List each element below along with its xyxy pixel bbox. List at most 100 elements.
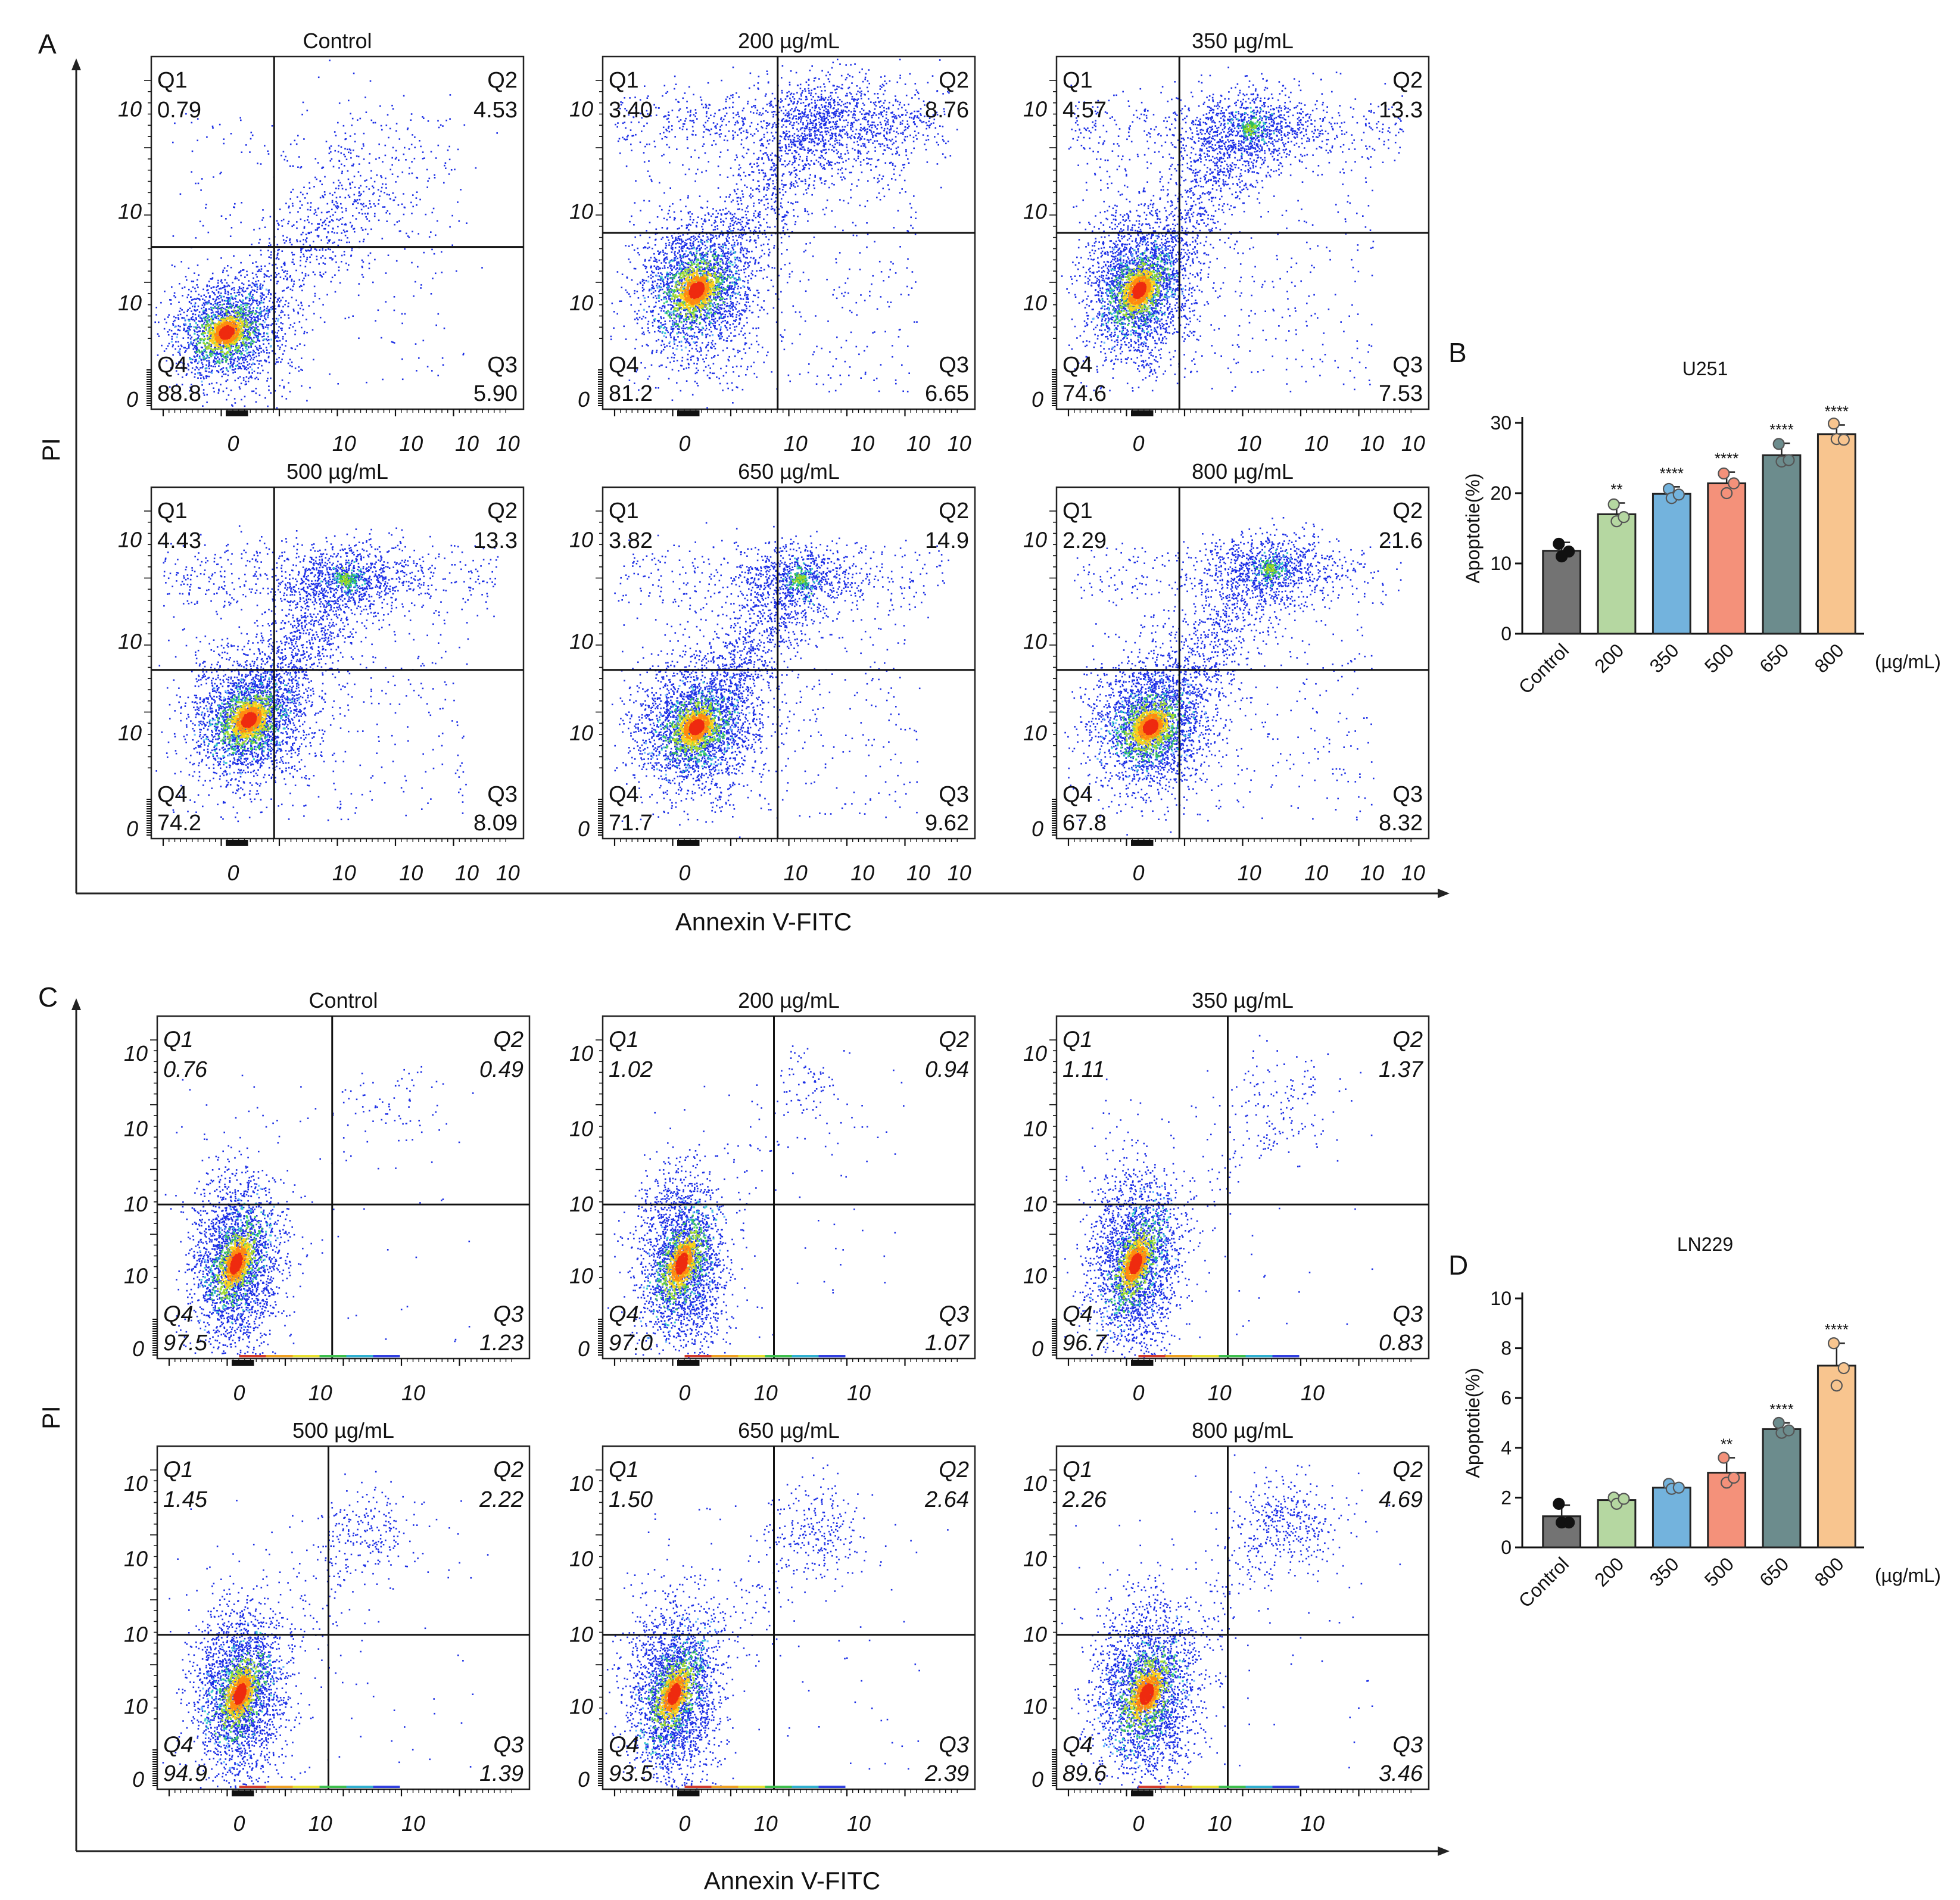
u251-plot-1-event [243,377,245,379]
u251-plot-1-event [256,347,258,349]
u251-plot-1-event [195,314,197,316]
u251-plot-1-event [244,308,245,310]
u251-plot-1-event [282,353,284,355]
u251-plot-1-event [179,310,180,312]
u251-plot-1-event [197,279,198,281]
u251-plot-1-event [259,285,261,287]
u251-plot-1-event [181,309,183,311]
u251-plot-1-event [192,359,194,360]
u251-plot-1-event [193,281,195,282]
u251-plot-1-event [211,310,213,312]
u251-plot-1-event [253,316,255,318]
u251-plot-1-event [282,297,283,298]
u251-plot-1-event [232,372,234,374]
u251-plot-1-event [223,296,225,298]
u251-plot-1-event [195,303,197,304]
u251-plot-1-event [244,276,246,278]
u251-plot-1-event [205,316,207,317]
u251-plot-1-event [282,306,284,308]
u251-plot-1-event [228,275,229,276]
u251-plot-1-event [213,391,215,393]
u251-plot-1-event [252,326,254,328]
u251-plot-1-event [263,335,265,337]
u251-plot-1-event [227,300,229,301]
u251-plot-1-event [282,344,283,346]
u251-plot-1-event [220,292,222,294]
u251-plot-1-event [250,359,251,361]
u251-plot-1-event [201,314,203,316]
u251-plot-1-event [228,363,229,365]
u251-plot-1-event [173,325,175,326]
u251-plot-1-event [223,367,225,369]
u251-plot-1-event [241,288,242,289]
u251-plot-1-event [238,359,240,361]
u251-plot-1-event [182,288,183,289]
u251-plot-1-event [205,296,207,298]
u251-plot-1-event [197,363,199,365]
u251-plot-1-event [213,387,214,389]
u251-plot-1-event [204,294,205,296]
u251-plot-1-event [221,376,223,378]
u251-plot-1-event [286,398,288,400]
u251-plot-1-event [216,296,218,298]
u251-plot-1-event [168,334,170,336]
u251-plot-1-event [242,348,244,350]
u251-plot-1-event [279,340,281,342]
u251-plot-1-event [276,323,278,325]
u251-plot-1-event [226,303,228,305]
u251-plot-1-event [228,294,229,295]
u251-plot-1-event [226,388,228,390]
u251-plot-1-event [188,345,190,347]
u251-plot-1-event [208,300,210,302]
u251-plot-1-event [269,263,270,264]
u251-plot-1-event [257,318,259,320]
u251-plot-1-event [254,370,255,372]
u251-plot-1-event [211,287,213,289]
u251-plot-1-event [177,329,179,331]
u251-plot-1-event [244,396,246,398]
u251-plot-1-event [248,378,250,379]
u251-plot-1-event [226,297,228,299]
u251-plot-1-event [188,309,189,311]
u251-plot-1-event [276,301,278,303]
u251-plot-1-event [219,359,220,360]
u251-plot-1-event [299,343,301,345]
u251-plot-1-event [191,303,192,304]
u251-plot-1-event [223,308,225,310]
u251-plot-1-event [207,335,208,337]
u251-plot-1-event [167,316,169,318]
u251-plot-1-event [254,378,256,380]
u251-plot-1-event [202,376,204,378]
u251-plot-1-event [261,336,263,338]
u251-plot-1-event [272,308,274,310]
u251-plot-1-event [256,291,258,293]
u251-plot-1-event [237,310,239,312]
u251-plot-1-event [172,323,174,325]
u251-plot-1-event [211,315,213,317]
u251-plot-1-event [166,322,167,323]
u251-plot-1-event [169,329,171,331]
u251-plot-1-event [164,291,166,292]
u251-plot-1-event [192,306,194,307]
u251-plot-1-event [262,285,264,286]
u251-plot-1-event [220,257,222,259]
u251-plot-1-event [212,298,214,300]
u251-plot-1-event [247,364,249,366]
u251-plot-1-event [202,355,204,357]
u251-plot-1-event [255,388,257,390]
u251-plot-1-event [295,367,297,369]
u251-plot-1-event [279,347,281,348]
u251-plot-1-event [196,284,198,286]
u251-plot-1-event [278,330,279,332]
u251-plot-1-event [255,393,257,394]
u251-plot-1-event [242,365,244,367]
u251-plot-1-event [222,299,223,301]
u251-plot-1-event [252,301,254,303]
u251-plot-1-event [197,324,199,326]
u251-plot-1-event [258,360,260,362]
u251-plot-1-event [225,279,226,281]
u251-plot-1-event [258,363,260,365]
u251-plot-1-event [198,369,200,370]
u251-plot-1-event [155,314,157,316]
u251-plot-1-event [206,360,208,362]
